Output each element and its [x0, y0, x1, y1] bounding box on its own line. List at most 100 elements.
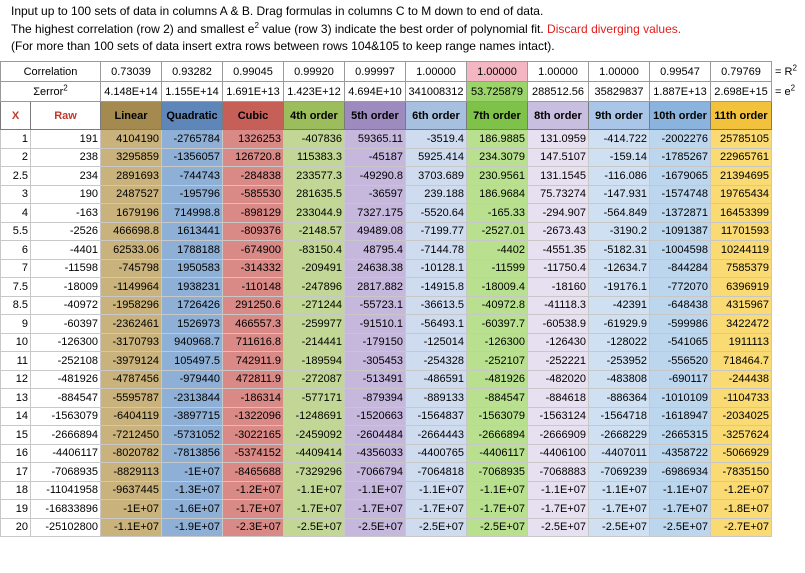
fit-cell[interactable]: 19765434 — [710, 184, 772, 204]
raw-cell[interactable]: 238 — [30, 147, 101, 167]
fit-cell[interactable]: 1788188 — [161, 240, 223, 260]
fit-cell[interactable]: -36613.5 — [405, 295, 467, 315]
fit-cell[interactable]: -564.849 — [588, 203, 650, 223]
fit-cell[interactable]: -1958296 — [100, 295, 162, 315]
fit-cell[interactable]: 49489.08 — [344, 221, 406, 241]
fit-cell[interactable]: 3295859 — [100, 147, 162, 167]
fit-cell[interactable]: -41118.3 — [527, 295, 589, 315]
fit-cell[interactable]: -2.3E+07 — [222, 517, 284, 537]
fit-cell[interactable]: -1.7E+07 — [466, 499, 528, 519]
x-cell[interactable]: 1 — [0, 129, 31, 149]
fit-cell[interactable]: -7066794 — [344, 462, 406, 482]
fit-cell[interactable]: -2.5E+07 — [466, 517, 528, 537]
raw-cell[interactable]: -4401 — [30, 240, 101, 260]
fit-cell[interactable]: -3257624 — [710, 425, 772, 445]
fit-cell[interactable]: -8020782 — [100, 443, 162, 463]
fit-cell[interactable]: 291250.6 — [222, 295, 284, 315]
fit-cell[interactable]: 10244119 — [710, 240, 772, 260]
header-fit-column[interactable]: 9th order — [588, 101, 650, 130]
fit-cell[interactable]: -60538.9 — [527, 314, 589, 334]
fit-cell[interactable]: 2817.882 — [344, 277, 406, 297]
fit-cell[interactable]: 233577.3 — [283, 166, 345, 186]
fit-cell[interactable]: -4406100 — [527, 443, 589, 463]
fit-cell[interactable]: 1950583 — [161, 258, 223, 278]
fit-cell[interactable]: -2.7E+07 — [710, 517, 772, 537]
raw-cell[interactable]: -163 — [30, 203, 101, 223]
fit-cell[interactable]: -2673.43 — [527, 221, 589, 241]
correlation-cell[interactable]: 0.99920 — [283, 61, 345, 82]
fit-cell[interactable]: 2891693 — [100, 166, 162, 186]
error-cell[interactable]: 2.698E+15 — [710, 81, 772, 102]
fit-cell[interactable]: -884618 — [527, 388, 589, 408]
fit-cell[interactable]: 126720.8 — [222, 147, 284, 167]
error-cell[interactable]: 288512.56 — [527, 81, 589, 102]
fit-cell[interactable]: -7813856 — [161, 443, 223, 463]
correlation-cell[interactable]: 0.99045 — [222, 61, 284, 82]
fit-cell[interactable]: -1.7E+07 — [649, 499, 711, 519]
fit-cell[interactable]: 25785105 — [710, 129, 772, 149]
fit-cell[interactable]: -4551.35 — [527, 240, 589, 260]
fit-cell[interactable]: -40972.8 — [466, 295, 528, 315]
fit-cell[interactable]: -1.1E+07 — [466, 480, 528, 500]
fit-cell[interactable]: -284838 — [222, 166, 284, 186]
fit-cell[interactable]: -2.5E+07 — [527, 517, 589, 537]
fit-cell[interactable]: -3190.2 — [588, 221, 650, 241]
fit-cell[interactable]: -414.722 — [588, 129, 650, 149]
error-cell[interactable]: 341008312 — [405, 81, 467, 102]
fit-cell[interactable]: -2666894 — [466, 425, 528, 445]
fit-cell[interactable]: -126430 — [527, 332, 589, 352]
fit-cell[interactable]: -486591 — [405, 369, 467, 389]
fit-cell[interactable]: -745798 — [100, 258, 162, 278]
fit-cell[interactable]: 186.9885 — [466, 129, 528, 149]
x-cell[interactable]: 9 — [0, 314, 31, 334]
fit-cell[interactable]: -2034025 — [710, 406, 772, 426]
x-cell[interactable]: 20 — [0, 517, 31, 537]
fit-cell[interactable]: -541065 — [649, 332, 711, 352]
fit-cell[interactable]: -244438 — [710, 369, 772, 389]
fit-cell[interactable]: -10128.1 — [405, 258, 467, 278]
fit-cell[interactable]: -6404119 — [100, 406, 162, 426]
fit-cell[interactable]: -1E+07 — [100, 499, 162, 519]
raw-cell[interactable]: -60397 — [30, 314, 101, 334]
fit-cell[interactable]: -8829113 — [100, 462, 162, 482]
raw-cell[interactable]: -40972 — [30, 295, 101, 315]
fit-cell[interactable]: -556520 — [649, 351, 711, 371]
fit-cell[interactable]: -1.1E+07 — [588, 480, 650, 500]
fit-cell[interactable]: -1.7E+07 — [405, 499, 467, 519]
fit-cell[interactable]: 230.9561 — [466, 166, 528, 186]
raw-cell[interactable]: 190 — [30, 184, 101, 204]
error-cell[interactable]: 1.887E+13 — [649, 81, 711, 102]
fit-cell[interactable]: -2765784 — [161, 129, 223, 149]
correlation-cell[interactable]: 0.99547 — [649, 61, 711, 82]
fit-cell[interactable]: -4400765 — [405, 443, 467, 463]
header-fit-column[interactable]: Linear — [100, 101, 162, 130]
fit-cell[interactable]: 1526973 — [161, 314, 223, 334]
fit-cell[interactable]: -125014 — [405, 332, 467, 352]
fit-cell[interactable]: -4406117 — [466, 443, 528, 463]
fit-cell[interactable]: -2527.01 — [466, 221, 528, 241]
fit-cell[interactable]: -272087 — [283, 369, 345, 389]
fit-cell[interactable]: 105497.5 — [161, 351, 223, 371]
fit-cell[interactable]: -214441 — [283, 332, 345, 352]
fit-cell[interactable]: 6396919 — [710, 277, 772, 297]
x-cell[interactable]: 17 — [0, 462, 31, 482]
fit-cell[interactable]: 131.1545 — [527, 166, 589, 186]
fit-cell[interactable]: 5925.414 — [405, 147, 467, 167]
fit-cell[interactable]: -1520663 — [344, 406, 406, 426]
fit-cell[interactable]: -1.2E+07 — [710, 480, 772, 500]
fit-cell[interactable]: -1.7E+07 — [527, 499, 589, 519]
fit-cell[interactable]: -2.5E+07 — [405, 517, 467, 537]
fit-cell[interactable]: -19176.1 — [588, 277, 650, 297]
fit-cell[interactable]: -1322096 — [222, 406, 284, 426]
fit-cell[interactable]: -979440 — [161, 369, 223, 389]
fit-cell[interactable]: -3897715 — [161, 406, 223, 426]
raw-cell[interactable]: -16833896 — [30, 499, 101, 519]
fit-cell[interactable]: -7212450 — [100, 425, 162, 445]
fit-cell[interactable]: -585530 — [222, 184, 284, 204]
raw-cell[interactable]: -252108 — [30, 351, 101, 371]
fit-cell[interactable]: 7585379 — [710, 258, 772, 278]
fit-cell[interactable]: -674900 — [222, 240, 284, 260]
correlation-cell[interactable]: 1.00000 — [405, 61, 467, 82]
fit-cell[interactable]: -1574748 — [649, 184, 711, 204]
raw-cell[interactable]: -11598 — [30, 258, 101, 278]
